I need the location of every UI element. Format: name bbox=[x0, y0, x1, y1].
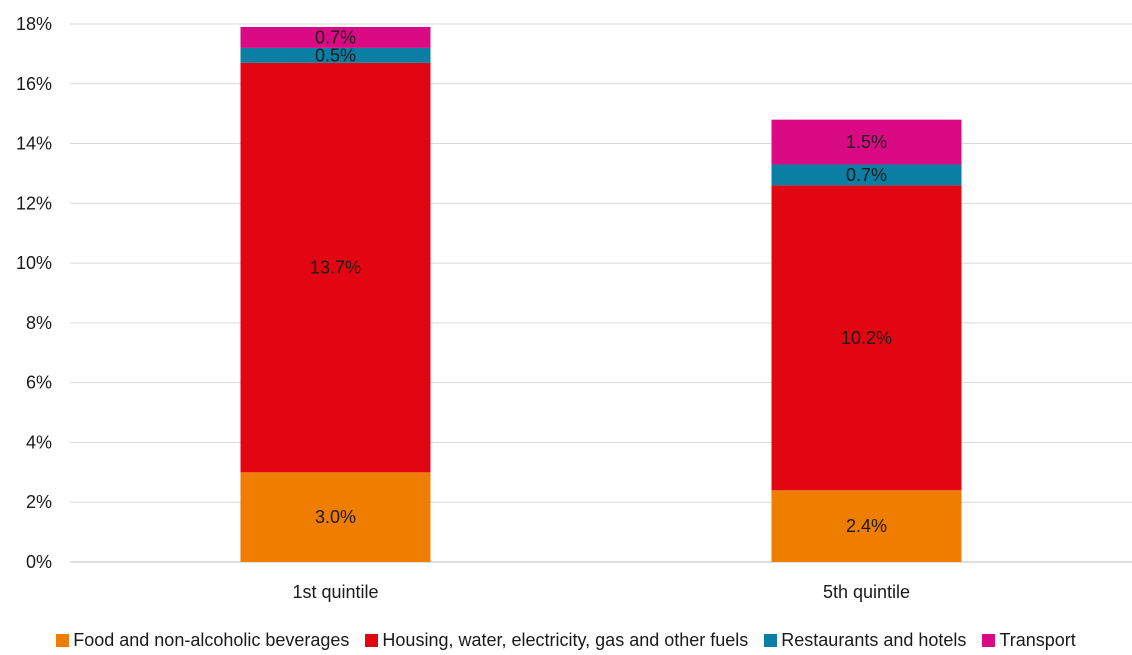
y-tick-label: 18% bbox=[16, 14, 52, 34]
bar-segment bbox=[240, 472, 431, 562]
x-tick-label: 5th quintile bbox=[823, 582, 910, 602]
legend-label: Transport bbox=[999, 629, 1076, 650]
legend-item: Restaurants and hotels bbox=[764, 630, 966, 651]
data-label: 0.7% bbox=[315, 27, 356, 47]
legend-item: Food and non-alcoholic beverages bbox=[56, 630, 349, 651]
legend-label: Restaurants and hotels bbox=[781, 629, 967, 650]
y-tick-label: 6% bbox=[26, 373, 52, 393]
legend-item: Housing, water, electricity, gas and oth… bbox=[365, 630, 748, 651]
y-tick-label: 4% bbox=[26, 432, 52, 452]
data-label: 1.5% bbox=[846, 132, 887, 152]
bar-segment bbox=[240, 62, 431, 473]
data-label: 13.7% bbox=[310, 258, 361, 278]
legend-swatch bbox=[56, 633, 70, 647]
x-axis-ticks: 1st quintile 5th quintile bbox=[292, 582, 910, 602]
data-label: 0.5% bbox=[315, 45, 356, 65]
bar-segment bbox=[771, 185, 962, 491]
bar-segment bbox=[771, 164, 962, 186]
y-tick-label: 16% bbox=[16, 74, 52, 94]
y-tick-label: 0% bbox=[26, 552, 52, 572]
data-label: 2.4% bbox=[846, 516, 887, 536]
legend-label: Housing, water, electricity, gas and oth… bbox=[382, 629, 749, 650]
bar-segment bbox=[240, 47, 431, 63]
y-tick-label: 12% bbox=[16, 193, 52, 213]
legend-item: Transport bbox=[982, 629, 1076, 651]
legend-swatch bbox=[982, 633, 996, 647]
data-label: 10.2% bbox=[841, 328, 892, 348]
y-tick-label: 8% bbox=[26, 313, 52, 333]
data-label: 0.7% bbox=[846, 165, 887, 185]
data-label: 3.0% bbox=[315, 507, 356, 527]
y-tick-label: 14% bbox=[16, 134, 52, 154]
legend-label: Food and non-alcoholic beverages bbox=[73, 629, 350, 650]
y-tick-label: 10% bbox=[16, 253, 52, 273]
bar-segment bbox=[240, 26, 431, 48]
y-tick-label: 2% bbox=[26, 492, 52, 512]
bar-segment bbox=[771, 490, 962, 562]
y-axis-ticks: 0% 2% 4% 6% 8% 10% 12% 14% 16% 18% bbox=[16, 14, 52, 572]
bar-segment bbox=[771, 119, 962, 165]
bars: 3.0%13.7%0.5%0.7%2.4%10.2%0.7%1.5% bbox=[240, 26, 962, 562]
x-tick-label: 1st quintile bbox=[292, 582, 378, 602]
gridlines bbox=[70, 23, 1132, 563]
stacked-bar-chart: 0%2%4%6%8%10%12%14%16%18% 3.0%13.7%0.5%0… bbox=[16, 14, 1132, 602]
legend-swatch bbox=[365, 633, 379, 647]
legend-swatch bbox=[764, 633, 778, 647]
legend: Food and non-alcoholic beverages Housing,… bbox=[0, 628, 1132, 652]
